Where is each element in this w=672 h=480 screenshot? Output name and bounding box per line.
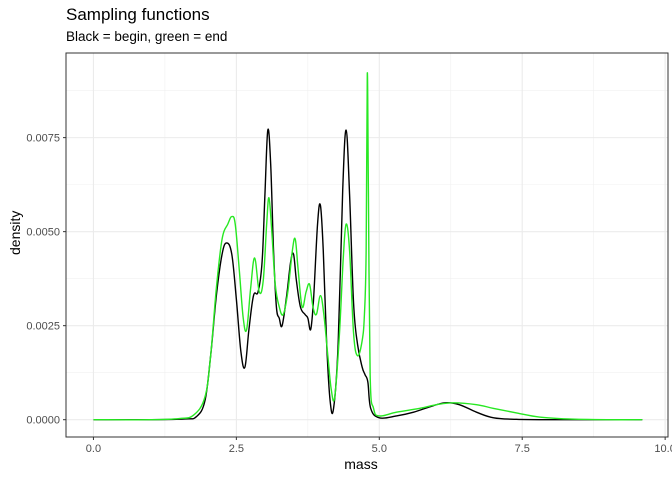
chart-subtitle: Black = begin, green = end [66,29,228,44]
y-tick-label: 0.0050 [26,227,60,239]
series-layer [93,72,643,421]
y-axis: 0.0000 0.0025 0.0050 0.0075 [26,133,66,427]
x-axis: 0.0 2.5 5.0 7.5 10.0 [86,437,672,455]
density-line-begin [93,128,643,421]
y-axis-label: density [7,210,23,255]
density-line-end [93,72,643,421]
x-tick-label: 0.0 [86,443,101,455]
x-tick-label: 5.0 [372,443,387,455]
chart-title: Sampling functions [66,5,210,24]
x-axis-label: mass [344,456,378,472]
x-tick-label: 2.5 [229,443,244,455]
y-tick-label: 0.0075 [26,133,60,145]
y-tick-label: 0.0000 [26,415,60,427]
x-tick-label: 10.0 [654,443,672,455]
panel-border [65,52,669,438]
x-tick-label: 7.5 [515,443,530,455]
y-tick-label: 0.0025 [26,321,60,333]
